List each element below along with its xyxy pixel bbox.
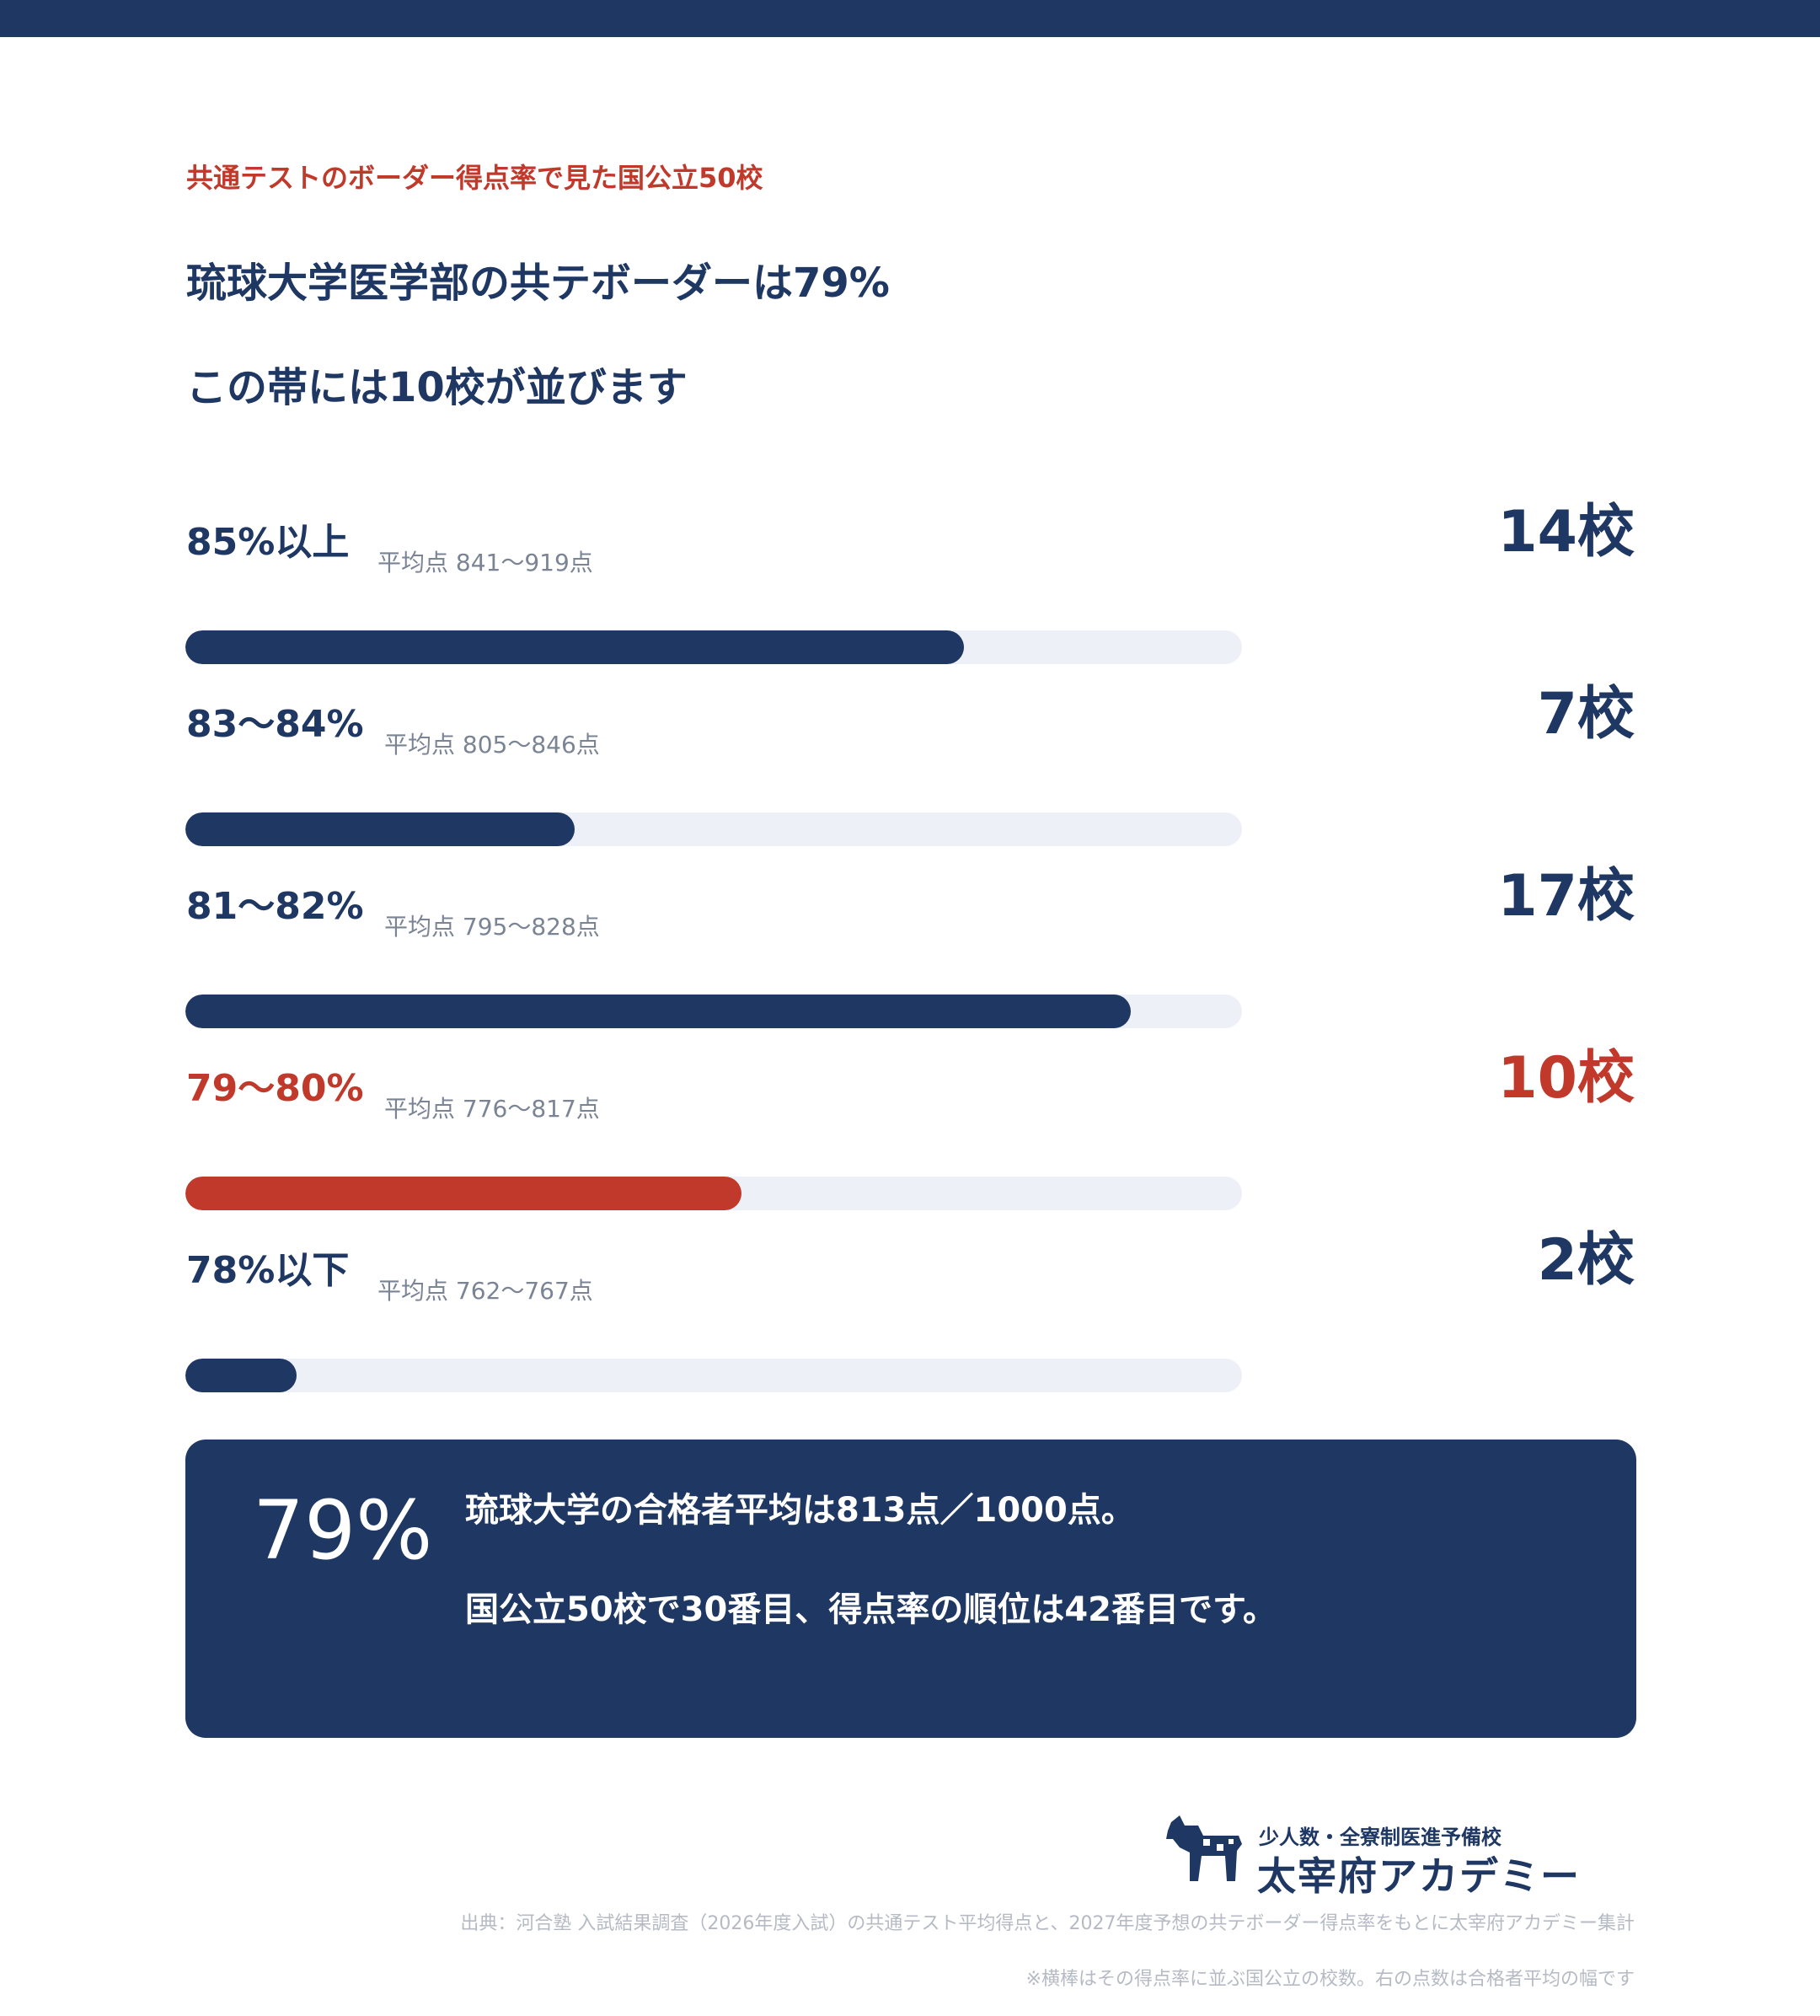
- bar-track: [185, 995, 1242, 1028]
- band-label: 79〜80%: [186, 1067, 364, 1110]
- band-average-range: 平均点 776〜817点: [384, 1095, 600, 1123]
- source-note: 出典：河合塾 入試結果調査（2026年度入試）の共通テスト平均得点と、2027年…: [460, 1913, 1635, 1934]
- summary-rate-value: 79%: [253, 1483, 433, 1578]
- headline-school-count: この帯には10校が並びます: [186, 364, 688, 411]
- bar-fill: [185, 1359, 297, 1392]
- band-average-range: 平均点 795〜828点: [384, 913, 600, 941]
- bar-track: [185, 1177, 1242, 1210]
- band-label: 81〜82%: [186, 885, 364, 928]
- top-accent-bar: [0, 0, 1820, 37]
- summary-average-text: 琉球大学の合格者平均は813点／1000点。: [465, 1491, 1135, 1530]
- dog-logo-icon: [1166, 1815, 1242, 1881]
- eyebrow-title: 共通テストのボーダー得点率で見た国公立50校: [186, 162, 763, 194]
- bar-track: [185, 630, 1242, 664]
- footnote: ※横棒はその得点率に並ぶ国公立の校数。右の点数は合格者平均の幅です: [1025, 1969, 1635, 1990]
- band-label: 78%以下: [186, 1249, 350, 1292]
- bar-fill: [185, 812, 575, 846]
- band-label: 85%以上: [186, 521, 350, 564]
- band-label: 83〜84%: [186, 703, 364, 746]
- headline-border-rate: 琉球大学医学部の共テボーダーは79%: [186, 260, 890, 307]
- bar-fill: [185, 995, 1131, 1028]
- band-school-count: 2校: [1537, 1227, 1635, 1294]
- bar-fill: [185, 630, 964, 664]
- bar-track: [185, 1359, 1242, 1392]
- academy-logo: 少人数・全寮制医進予備校 太宰府アカデミー: [1164, 1812, 1636, 1899]
- band-school-count: 7校: [1537, 681, 1635, 748]
- summary-box: 79% 琉球大学の合格者平均は813点／1000点。 国公立50校で30番目、得…: [185, 1440, 1636, 1738]
- bar-track: [185, 812, 1242, 846]
- logo-tagline: 少人数・全寮制医進予備校: [1259, 1825, 1502, 1849]
- band-average-range: 平均点 841〜919点: [377, 549, 593, 576]
- band-average-range: 平均点 762〜767点: [377, 1277, 593, 1305]
- bar-fill: [185, 1177, 741, 1210]
- logo-name: 太宰府アカデミー: [1257, 1853, 1581, 1899]
- band-school-count: 14校: [1497, 499, 1635, 566]
- band-school-count: 10校: [1497, 1045, 1635, 1112]
- band-average-range: 平均点 805〜846点: [384, 731, 600, 759]
- summary-rank-text: 国公立50校で30番目、得点率の順位は42番目です。: [465, 1590, 1277, 1629]
- band-school-count: 17校: [1497, 863, 1635, 930]
